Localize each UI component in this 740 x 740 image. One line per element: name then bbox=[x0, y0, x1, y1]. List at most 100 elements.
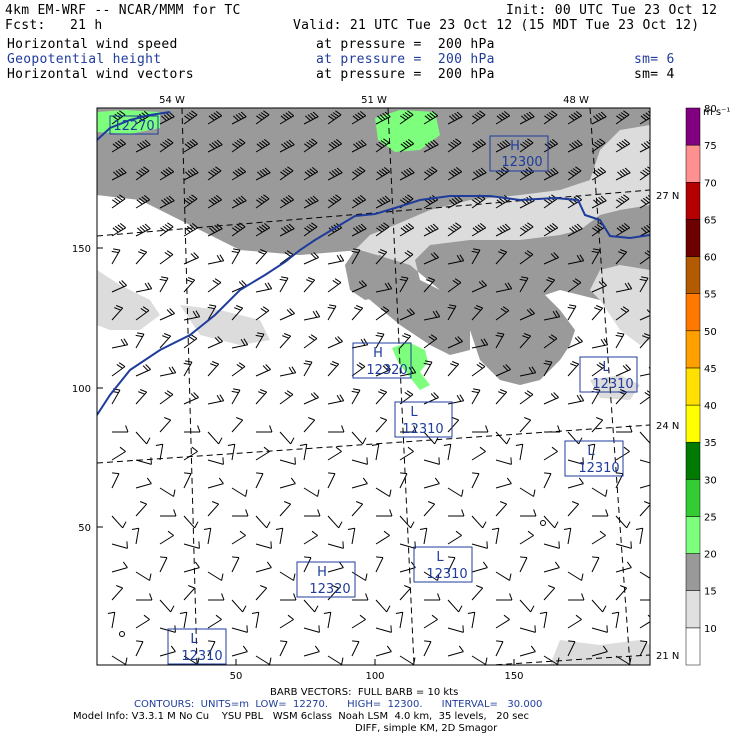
barb-shaft bbox=[111, 451, 126, 461]
barb-feather bbox=[425, 360, 433, 363]
barb-shaft bbox=[303, 338, 318, 349]
barb-feather bbox=[616, 199, 623, 205]
barb-feather bbox=[600, 339, 606, 346]
barb-feather bbox=[461, 489, 464, 497]
barb-shaft bbox=[351, 249, 361, 265]
barb-feather bbox=[548, 112, 555, 117]
meridian-51w bbox=[387, 108, 415, 665]
barb-shaft bbox=[423, 257, 439, 265]
barb-feather bbox=[161, 115, 167, 122]
high-12300: H 12300 bbox=[489, 135, 549, 172]
barb-feather bbox=[308, 224, 315, 229]
barb-feather bbox=[308, 417, 315, 421]
barb-feather bbox=[473, 248, 481, 251]
barb-feather bbox=[404, 251, 411, 257]
barb-shaft bbox=[111, 389, 121, 405]
barb-feather bbox=[191, 223, 199, 229]
barb-feather bbox=[455, 138, 462, 144]
barb-feather bbox=[596, 417, 603, 421]
barb-shaft bbox=[111, 249, 121, 265]
barb-feather bbox=[269, 425, 273, 433]
barb-feather bbox=[483, 338, 489, 345]
barb-feather bbox=[623, 223, 631, 229]
barb-feather bbox=[305, 115, 311, 122]
barb-shaft bbox=[207, 282, 222, 293]
barb-shaft bbox=[231, 307, 244, 321]
barb-feather bbox=[543, 362, 551, 366]
barb-feather bbox=[356, 305, 363, 309]
barb-feather bbox=[260, 249, 267, 253]
barb-shaft bbox=[327, 543, 344, 549]
barb-feather bbox=[135, 334, 143, 338]
barb-feather bbox=[256, 227, 263, 233]
barb-feather bbox=[120, 167, 127, 174]
barb-feather bbox=[593, 388, 601, 391]
barb-shaft bbox=[399, 254, 414, 265]
barb-shaft bbox=[183, 172, 199, 181]
barb-feather bbox=[501, 112, 508, 118]
barb-feather bbox=[520, 227, 527, 233]
barb-shaft bbox=[615, 612, 620, 629]
barb-feather bbox=[635, 527, 643, 530]
barb-feather bbox=[623, 194, 630, 200]
barb-feather bbox=[474, 225, 482, 232]
barb-feather bbox=[258, 391, 265, 395]
barb-feather bbox=[376, 143, 383, 149]
barb-shaft bbox=[159, 313, 175, 321]
barb-feather bbox=[138, 391, 145, 395]
barb-feather bbox=[173, 509, 177, 517]
barb-feather bbox=[191, 110, 198, 116]
barb-feather bbox=[184, 227, 191, 233]
barb-feather bbox=[545, 171, 551, 178]
barb-feather bbox=[111, 250, 119, 254]
barb-shaft bbox=[639, 117, 650, 125]
barb-feather bbox=[527, 222, 534, 228]
barb-shaft bbox=[183, 543, 200, 549]
barb-feather bbox=[318, 625, 320, 633]
barb-feather bbox=[138, 197, 146, 204]
barb-feather bbox=[475, 170, 482, 176]
barb-feather bbox=[269, 657, 272, 665]
barb-feather bbox=[358, 362, 366, 368]
barb-feather bbox=[572, 279, 579, 285]
barb-shaft bbox=[495, 199, 510, 209]
label-value: 12310 bbox=[181, 649, 222, 664]
barb-shaft bbox=[375, 288, 392, 293]
label-box bbox=[296, 561, 356, 598]
barb-shaft bbox=[519, 419, 532, 433]
barb-feather bbox=[238, 112, 245, 119]
barb-feather bbox=[605, 489, 608, 497]
barb-shaft bbox=[351, 641, 360, 657]
barb-shaft bbox=[255, 227, 270, 237]
barb-shaft bbox=[447, 400, 464, 405]
barb-feather bbox=[630, 541, 632, 549]
barb-feather bbox=[647, 111, 650, 114]
barb-feather bbox=[616, 143, 623, 149]
barb-feather bbox=[563, 527, 571, 530]
barb-feather bbox=[306, 169, 314, 176]
barb-feather bbox=[310, 393, 317, 400]
barb-feather bbox=[146, 437, 151, 445]
barb-feather bbox=[331, 170, 338, 176]
barb-feather bbox=[186, 113, 193, 119]
barb-feather bbox=[169, 308, 175, 314]
barb-shaft bbox=[543, 114, 558, 125]
shade-15-patch-d bbox=[550, 640, 650, 665]
barb-feather bbox=[550, 168, 557, 175]
barb-feather bbox=[383, 222, 390, 228]
barb-feather bbox=[310, 112, 317, 119]
field-3-level: at pressure = 200 hPa bbox=[316, 67, 495, 82]
barb-feather bbox=[306, 225, 313, 231]
barb-shaft bbox=[375, 444, 380, 461]
barb-shaft bbox=[303, 257, 319, 265]
barb-feather bbox=[143, 195, 151, 201]
barb-feather bbox=[574, 278, 582, 284]
barb-feather bbox=[428, 335, 435, 341]
barb-feather bbox=[118, 281, 125, 288]
barb-feather bbox=[167, 138, 174, 144]
barb-feather bbox=[496, 171, 503, 177]
barb-feather bbox=[577, 336, 583, 342]
barb-shaft bbox=[327, 260, 344, 265]
barb-feather bbox=[462, 625, 464, 633]
barb-shaft bbox=[207, 431, 220, 445]
